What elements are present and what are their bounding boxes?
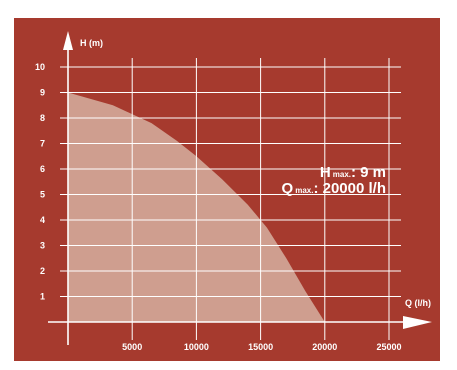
y-axis-arrow-icon xyxy=(63,31,73,50)
q-max-value: : 20000 l/h xyxy=(313,180,386,197)
y-tick-label: 4 xyxy=(40,215,45,225)
y-tick-label: 8 xyxy=(40,113,45,123)
x-tick-label: 10000 xyxy=(184,342,209,352)
x-tick-label: 25000 xyxy=(376,342,401,352)
x-tick-label: 5000 xyxy=(122,342,142,352)
y-tick-label: 7 xyxy=(40,139,45,149)
x-axis-label: Q (l/h) xyxy=(405,298,431,308)
x-axis-arrow-icon xyxy=(403,316,432,329)
x-tick-label: 15000 xyxy=(248,342,273,352)
h-max-letter: H xyxy=(320,164,331,181)
y-axis-label: H (m) xyxy=(80,38,103,48)
y-tick-label: 10 xyxy=(35,62,45,72)
q-max-letter: Q xyxy=(282,180,294,197)
h-max-value: : 9 m xyxy=(351,164,386,181)
q-max-sub: max. xyxy=(295,186,313,195)
y-tick-label: 5 xyxy=(40,190,45,200)
grid-layer xyxy=(48,50,405,345)
h-max-sub: max. xyxy=(333,170,351,179)
y-tick-label: 3 xyxy=(40,241,45,251)
y-tick-label: 2 xyxy=(40,266,45,276)
tick-layer: 1 2 3 4 5 6 7 8 9 10 5000 10000 15000 20000 25000 xyxy=(35,62,402,352)
y-tick-label: 6 xyxy=(40,164,45,174)
y-tick-label: 1 xyxy=(40,292,45,302)
x-tick-label: 20000 xyxy=(312,342,337,352)
y-tick-label: 9 xyxy=(40,88,45,98)
